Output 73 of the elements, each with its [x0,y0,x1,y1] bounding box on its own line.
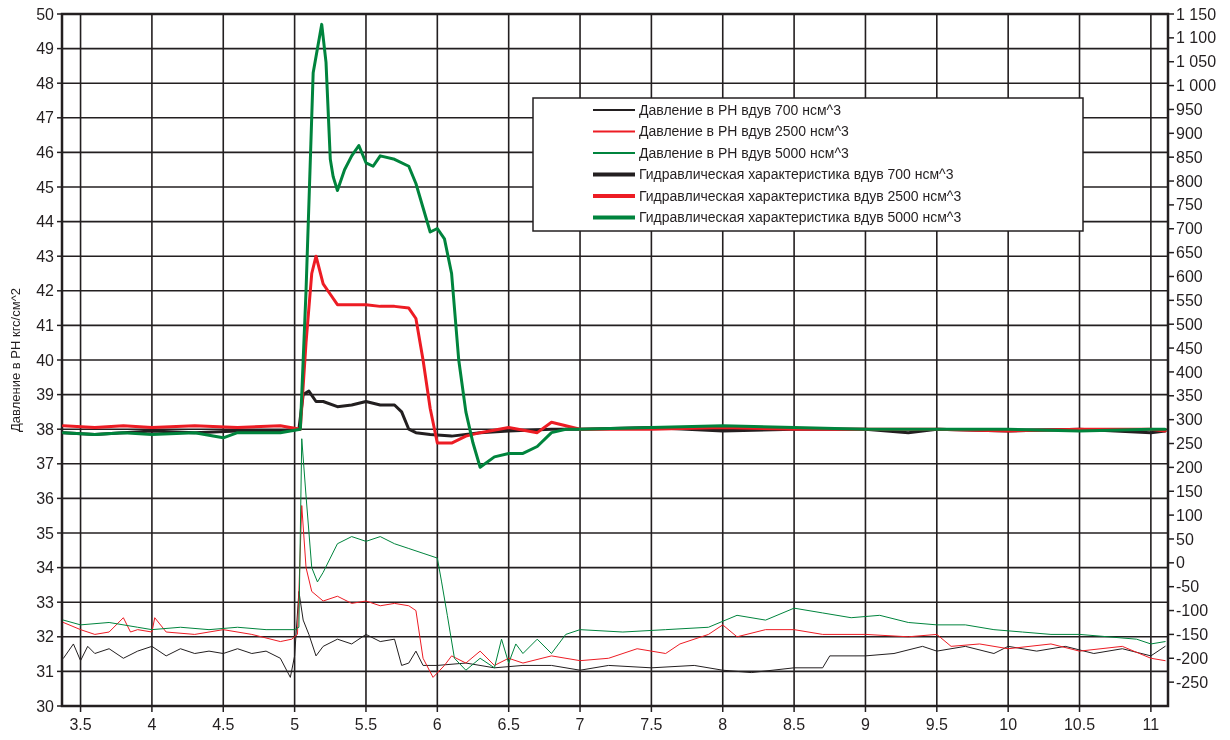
y2-tick-label: 450 [1176,339,1203,357]
y2-tick-label: 350 [1176,387,1203,405]
y-tick-label: 42 [36,282,55,300]
y2-tick-label: 100 [1176,506,1203,524]
x-tick-label: 7.5 [640,716,663,733]
x-tick-label: 9.5 [925,716,949,733]
x-tick-label: 8.5 [782,716,806,733]
legend-label: Давление в РН вдув 5000 нсм^3 [639,144,849,161]
y-tick-label: 45 [36,178,55,196]
x-tick-label: 8 [718,716,728,733]
y-tick-label: 38 [36,420,55,438]
x-tick-label: 5.5 [354,716,378,733]
x-tick-label: 10.5 [1063,716,1096,733]
x-tick-label: 3.5 [69,716,92,733]
y-tick-label: 41 [36,317,55,334]
y2-tick-label: 1 000 [1176,77,1217,95]
legend-label: Давление в РН вдув 2500 нсм^3 [639,123,849,140]
y-tick-label: 37 [36,455,55,473]
legend-label: Гидравлическая характеристика вдув 5000 нсм^3 [639,209,962,226]
y-tick-label: 32 [36,628,55,646]
legend-label: Гидравлическая характеристика вдув 700 нсм^3 [639,166,954,183]
y2-tick-label: 500 [1176,315,1203,333]
y-tick-label: 43 [36,247,55,265]
x-tick-label: 4 [147,716,157,733]
y2-tick-label: 50 [1176,530,1194,548]
x-tick-label: 11 [1142,716,1160,733]
y2-tick-label: 400 [1176,363,1203,381]
y-tick-label: 30 [36,697,55,715]
y2-tick-label: 0 [1176,554,1185,572]
y2-tick-label: 1 150 [1176,5,1217,23]
y-tick-label: 48 [36,74,55,92]
y-axis-title: Давление в РН кгс/см^2 [8,288,23,432]
y2-tick-label: 850 [1176,148,1203,166]
y2-tick-label: 150 [1176,482,1203,500]
y2-tick-label: 1 100 [1176,29,1217,47]
y-tick-label: 49 [36,40,55,58]
x-tick-label: 9 [861,716,870,733]
y2-tick-label: -100 [1176,602,1209,620]
y2-tick-label: 200 [1176,458,1203,476]
y-tick-label: 44 [36,213,55,231]
y2-tick-label: 650 [1176,244,1203,262]
y2-tick-label: 950 [1176,101,1203,119]
x-tick-label: 5 [290,716,300,733]
y2-tick-label: 750 [1176,196,1203,214]
y2-tick-label: 800 [1176,172,1203,190]
y-tick-label: 36 [36,490,55,507]
x-tick-label: 6.5 [497,716,520,733]
y2-tick-label: -200 [1176,649,1209,667]
y2-tick-label: 700 [1176,220,1203,238]
y2-tick-label: -50 [1176,578,1200,596]
y2-tick-label: 300 [1176,411,1203,429]
y-tick-label: 39 [36,386,55,404]
y-tick-label: 33 [36,593,55,611]
y2-tick-label: 1 050 [1176,53,1217,71]
y2-tick-label: -250 [1176,673,1209,691]
y-tick-label: 47 [36,109,55,127]
x-tick-label: 10 [999,716,1018,733]
y-tick-label: 34 [36,559,55,577]
x-tick-label: 6 [432,716,442,733]
y-tick-label: 31 [36,663,55,680]
y2-tick-label: 250 [1176,435,1203,453]
x-tick-label: 4.5 [212,716,235,733]
legend-label: Гидравлическая характеристика вдув 2500 нсм^3 [639,187,962,204]
y-tick-label: 35 [36,524,55,542]
x-tick-label: 7 [575,716,585,733]
y-tick-label: 50 [36,5,55,23]
y-tick-label: 46 [36,144,55,161]
y2-tick-label: 900 [1176,124,1203,142]
y2-tick-label: 600 [1176,268,1203,286]
y2-tick-label: -150 [1176,626,1209,644]
legend-label: Давление в РН вдув 700 нсм^3 [639,101,842,118]
y-tick-label: 40 [36,351,55,369]
y2-tick-label: 550 [1176,291,1203,309]
